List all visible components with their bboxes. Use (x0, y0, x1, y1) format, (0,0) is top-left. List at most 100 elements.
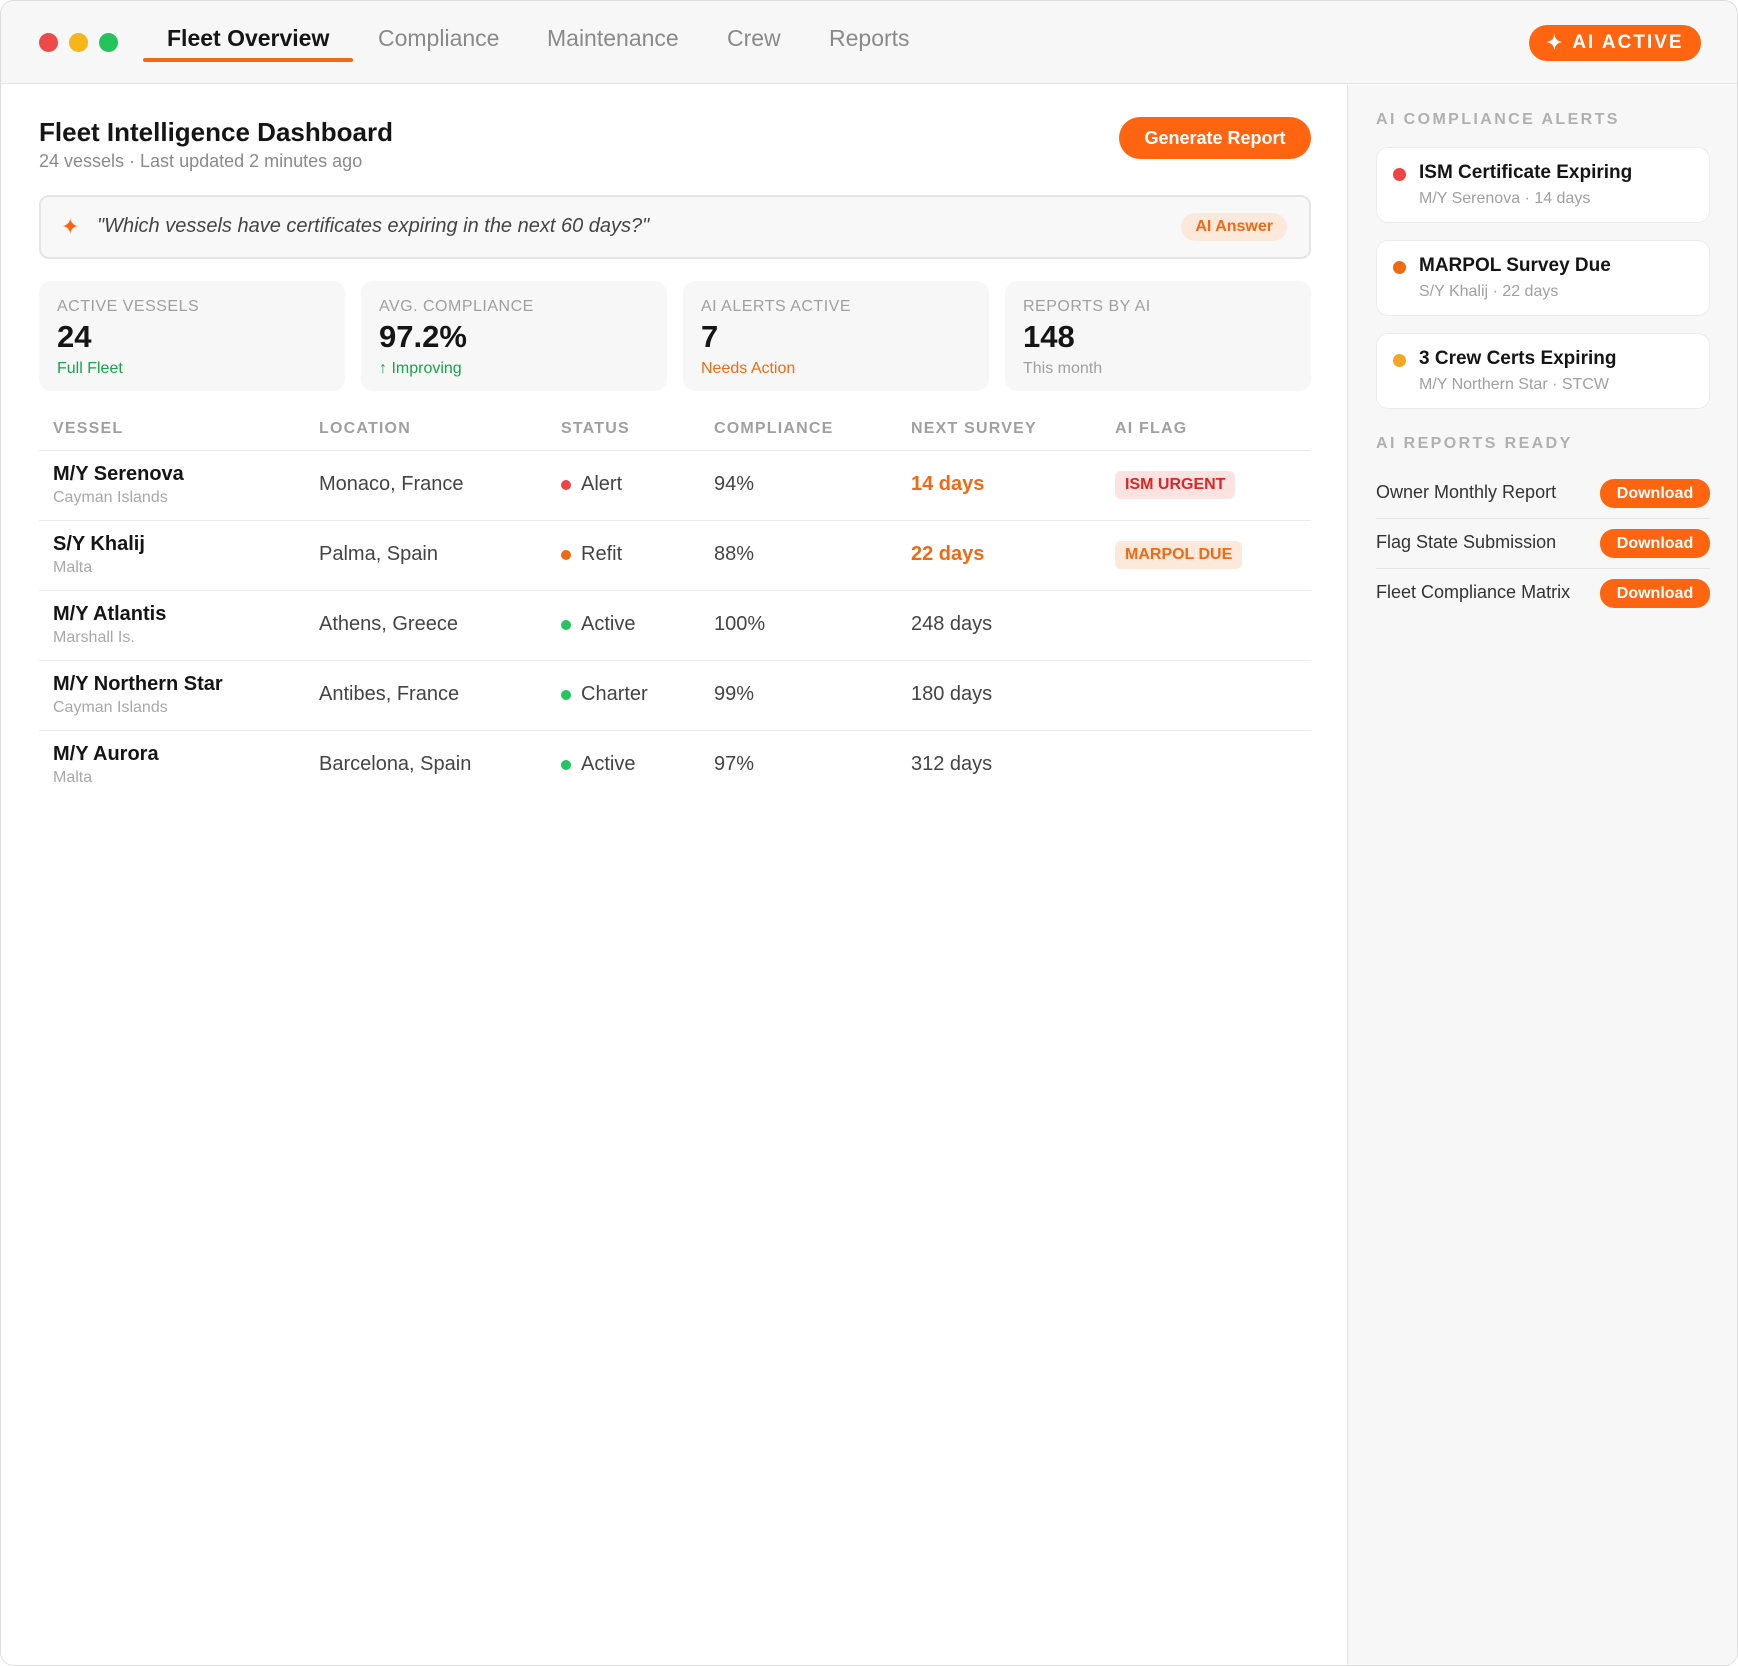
generate-report-button[interactable]: Generate Report (1119, 117, 1311, 159)
window-minimize-button[interactable] (69, 33, 88, 52)
table-row[interactable]: M/Y Northern Star Cayman Islands Antibes, … (39, 661, 1311, 731)
column-header-location[interactable]: LOCATION (319, 420, 411, 437)
column-header-compliance[interactable]: COMPLIANCE (714, 420, 834, 437)
alert-card[interactable]: 3 Crew Certs Expiring M/Y Northern Star … (1376, 333, 1710, 409)
alert-subtitle: S/Y Khalij · 22 days (1419, 283, 1559, 300)
stat-label: REPORTS BY AI (1023, 298, 1151, 315)
vessel-compliance: 99% (714, 683, 755, 705)
stat-value: 97.2% (379, 319, 467, 354)
stat-value: 148 (1023, 319, 1075, 354)
ai-active-label: AI ACTIVE (1572, 32, 1684, 53)
sparkle-icon: ✦ (61, 214, 80, 239)
active-tab-indicator (143, 58, 353, 62)
vessel-name[interactable]: M/Y Aurora (53, 743, 159, 765)
stat-note: ↑ Improving (379, 360, 462, 377)
alert-title: ISM Certificate Expiring (1419, 162, 1633, 183)
vessel-next-survey: 248 days (911, 613, 993, 635)
vessel-next-survey: 22 days (911, 543, 985, 565)
tab-maintenance[interactable]: Maintenance (547, 25, 679, 51)
tab-compliance[interactable]: Compliance (378, 25, 500, 51)
report-row: Owner Monthly Report Download (1376, 469, 1710, 519)
ai-active-button[interactable]: ✦ AI ACTIVE (1529, 25, 1701, 61)
vessel-location: Monaco, France (319, 473, 464, 495)
vessel-name[interactable]: M/Y Northern Star (53, 673, 223, 695)
tab-reports[interactable]: Reports (829, 25, 910, 51)
stat-card-ai-alerts: AI ALERTS ACTIVE 7 Needs Action (683, 281, 989, 391)
vessel-flag-state: Cayman Islands (53, 699, 168, 716)
status-label: Active (581, 753, 636, 775)
status-dot (561, 619, 571, 630)
page-title: Fleet Intelligence Dashboard (39, 117, 393, 147)
alert-dot (1393, 261, 1406, 274)
vessel-flag-state: Malta (53, 559, 93, 576)
sparkle-icon: ✦ (1546, 32, 1565, 54)
stat-label: ACTIVE VESSELS (57, 298, 200, 315)
column-header-ai-flag[interactable]: AI FLAG (1115, 420, 1188, 437)
stat-card-active-vessels: ACTIVE VESSELS 24 Full Fleet (39, 281, 345, 391)
vessel-next-survey: 14 days (911, 473, 985, 495)
vessel-name[interactable]: M/Y Serenova (53, 463, 184, 485)
status-label: Active (581, 613, 636, 635)
stat-label: AI ALERTS ACTIVE (701, 298, 851, 315)
main-content: Fleet Intelligence Dashboard 24 vessels … (1, 85, 1347, 1665)
right-sidebar: AI COMPLIANCE ALERTS ISM Certificate Exp… (1347, 85, 1737, 1665)
vessel-status: Charter (561, 683, 648, 706)
alert-subtitle: M/Y Northern Star · STCW (1419, 376, 1609, 393)
tab-crew[interactable]: Crew (727, 25, 781, 51)
vessel-compliance: 97% (714, 753, 755, 775)
vessel-name[interactable]: M/Y Atlantis (53, 603, 167, 625)
download-button[interactable]: Download (1600, 579, 1710, 608)
stat-value: 24 (57, 319, 92, 354)
alert-card[interactable]: MARPOL Survey Due S/Y Khalij · 22 days (1376, 240, 1710, 316)
table-row[interactable]: M/Y Aurora Malta Barcelona, Spain Active 97%… (39, 731, 1311, 801)
stat-value: 7 (701, 319, 719, 354)
top-bar: Fleet Overview Compliance Maintenance Cr… (1, 1, 1737, 84)
vessel-name[interactable]: S/Y Khalij (53, 533, 145, 555)
status-dot (561, 759, 571, 770)
table-row[interactable]: M/Y Atlantis Marshall Is. Athens, Greece Ac… (39, 591, 1311, 661)
status-dot (561, 689, 571, 700)
vessel-next-survey: 312 days (911, 753, 993, 775)
stat-note: Full Fleet (57, 360, 123, 377)
vessel-flag-state: Marshall Is. (53, 629, 135, 646)
vessel-flag-state: Malta (53, 769, 93, 786)
vessel-compliance: 94% (714, 473, 755, 495)
alert-card[interactable]: ISM Certificate Expiring M/Y Serenova · … (1376, 147, 1710, 223)
download-button[interactable]: Download (1600, 479, 1710, 508)
vessel-flag-state: Cayman Islands (53, 489, 168, 506)
ai-answer-badge[interactable]: AI Answer (1181, 213, 1287, 241)
column-header-next-survey[interactable]: NEXT SURVEY (911, 420, 1037, 437)
window-maximize-button[interactable] (99, 33, 118, 52)
status-label: Refit (581, 543, 623, 565)
stat-note: Needs Action (701, 360, 796, 377)
table-row[interactable]: S/Y Khalij Malta Palma, Spain Refit 88% 22 da… (39, 521, 1311, 591)
vessel-location: Athens, Greece (319, 613, 458, 635)
alert-dot (1393, 354, 1406, 367)
download-button[interactable]: Download (1600, 529, 1710, 558)
table-body: M/Y Serenova Cayman Islands Monaco, France… (39, 451, 1311, 801)
vessel-compliance: 88% (714, 543, 755, 565)
vessel-location: Palma, Spain (319, 543, 438, 565)
stat-card-reports-by-ai: REPORTS BY AI 148 This month (1005, 281, 1311, 391)
table-row[interactable]: M/Y Serenova Cayman Islands Monaco, France… (39, 451, 1311, 521)
ai-flag-badge[interactable]: ISM URGENT (1115, 471, 1236, 499)
tab-fleet-overview[interactable]: Fleet Overview (167, 25, 330, 51)
status-dot (561, 549, 571, 560)
alert-dot (1393, 168, 1406, 181)
column-header-status[interactable]: STATUS (561, 420, 630, 437)
ai-flag-badge[interactable]: MARPOL DUE (1115, 541, 1243, 569)
ai-query-box[interactable]: ✦ "Which vessels have certificates expir… (39, 195, 1311, 259)
report-name: Flag State Submission (1376, 532, 1557, 552)
window-close-button[interactable] (39, 33, 58, 52)
vessel-next-survey: 180 days (911, 683, 993, 705)
report-name: Fleet Compliance Matrix (1376, 582, 1571, 602)
reports-heading: AI REPORTS READY (1376, 435, 1573, 452)
status-label: Charter (581, 683, 648, 705)
alerts-heading: AI COMPLIANCE ALERTS (1376, 111, 1620, 128)
stat-label: AVG. COMPLIANCE (379, 298, 534, 315)
report-name: Owner Monthly Report (1376, 482, 1557, 502)
report-row: Fleet Compliance Matrix Download (1376, 569, 1710, 619)
column-header-vessel[interactable]: VESSEL (53, 420, 124, 437)
status-label: Alert (581, 473, 623, 495)
